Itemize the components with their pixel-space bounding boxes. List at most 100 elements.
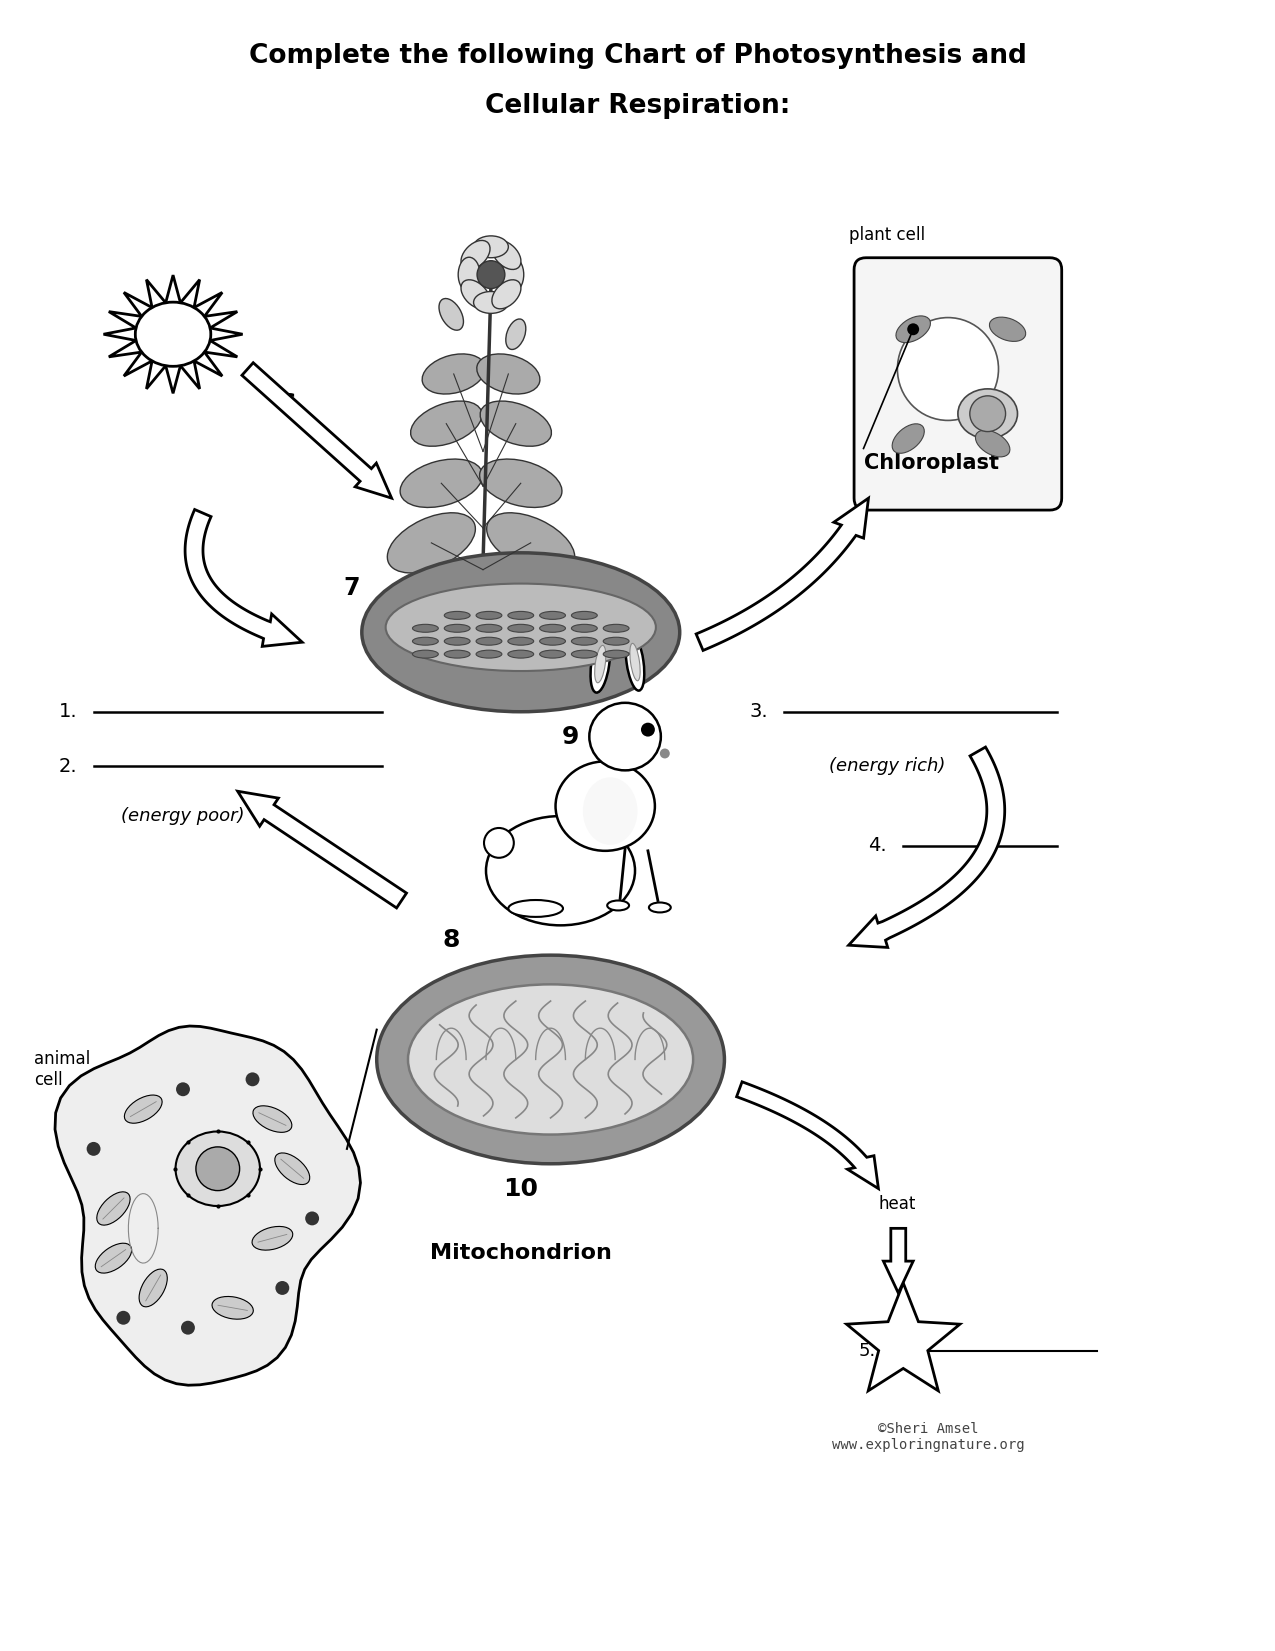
Circle shape — [176, 1083, 190, 1096]
Ellipse shape — [444, 624, 470, 632]
Ellipse shape — [539, 637, 566, 646]
Text: 10: 10 — [504, 1177, 538, 1200]
Ellipse shape — [507, 611, 534, 619]
Ellipse shape — [502, 258, 524, 292]
Polygon shape — [884, 1228, 913, 1293]
Ellipse shape — [630, 644, 640, 680]
Text: plant cell: plant cell — [849, 226, 924, 244]
Ellipse shape — [539, 624, 566, 632]
Circle shape — [477, 261, 505, 289]
Text: Mitochondrion: Mitochondrion — [430, 1243, 612, 1263]
Circle shape — [87, 1142, 101, 1156]
Ellipse shape — [507, 624, 534, 632]
Polygon shape — [185, 510, 302, 647]
Text: 1.: 1. — [59, 702, 78, 721]
Ellipse shape — [989, 317, 1025, 342]
Ellipse shape — [376, 956, 724, 1164]
Ellipse shape — [509, 900, 564, 916]
Ellipse shape — [898, 317, 998, 421]
Ellipse shape — [603, 650, 629, 659]
Ellipse shape — [400, 459, 482, 507]
Circle shape — [116, 1311, 130, 1324]
Ellipse shape — [603, 637, 629, 646]
Ellipse shape — [422, 353, 486, 395]
Circle shape — [196, 1147, 240, 1190]
Circle shape — [660, 748, 669, 758]
Polygon shape — [849, 746, 1005, 948]
Ellipse shape — [476, 637, 502, 646]
Ellipse shape — [958, 390, 1017, 439]
Text: 2.: 2. — [59, 756, 78, 776]
Ellipse shape — [462, 241, 490, 269]
FancyBboxPatch shape — [854, 258, 1062, 510]
Ellipse shape — [896, 315, 931, 343]
Ellipse shape — [139, 1270, 167, 1308]
Ellipse shape — [571, 611, 597, 619]
Ellipse shape — [413, 624, 439, 632]
Text: Cellular Respiration:: Cellular Respiration: — [484, 92, 790, 119]
Polygon shape — [237, 791, 407, 908]
Text: Complete the following Chart of Photosynthesis and: Complete the following Chart of Photosyn… — [249, 43, 1026, 69]
Ellipse shape — [539, 650, 566, 659]
Circle shape — [305, 1212, 319, 1225]
Text: 3.: 3. — [750, 702, 768, 721]
Ellipse shape — [477, 353, 539, 395]
Polygon shape — [242, 363, 391, 499]
Ellipse shape — [590, 636, 609, 693]
Ellipse shape — [589, 703, 660, 771]
Text: ©Sheri Amsel
www.exploringnature.org: ©Sheri Amsel www.exploringnature.org — [831, 1422, 1024, 1453]
Ellipse shape — [252, 1227, 293, 1250]
Ellipse shape — [571, 624, 597, 632]
Ellipse shape — [476, 650, 502, 659]
Ellipse shape — [176, 1131, 260, 1205]
Ellipse shape — [413, 650, 439, 659]
Ellipse shape — [444, 637, 470, 646]
Ellipse shape — [556, 761, 655, 850]
Ellipse shape — [649, 903, 671, 913]
Polygon shape — [737, 1081, 878, 1189]
Text: heat: heat — [878, 1195, 915, 1212]
Ellipse shape — [487, 513, 575, 573]
Text: 4.: 4. — [868, 837, 887, 855]
Ellipse shape — [125, 1095, 162, 1123]
Ellipse shape — [492, 279, 521, 309]
Ellipse shape — [389, 571, 484, 634]
Text: 5.: 5. — [858, 1342, 876, 1359]
Ellipse shape — [603, 624, 629, 632]
Ellipse shape — [444, 611, 470, 619]
Ellipse shape — [594, 646, 606, 684]
Ellipse shape — [385, 583, 655, 670]
Text: (energy rich): (energy rich) — [829, 758, 945, 776]
Ellipse shape — [478, 571, 574, 634]
Circle shape — [246, 1073, 260, 1086]
Ellipse shape — [975, 431, 1010, 457]
Ellipse shape — [96, 1243, 131, 1273]
Ellipse shape — [607, 900, 629, 910]
Text: (energy poor): (energy poor) — [121, 807, 245, 826]
Ellipse shape — [892, 424, 924, 454]
Ellipse shape — [479, 459, 562, 507]
Polygon shape — [696, 499, 868, 650]
Polygon shape — [103, 276, 242, 393]
Circle shape — [275, 1281, 289, 1294]
Circle shape — [970, 396, 1006, 431]
Ellipse shape — [571, 637, 597, 646]
Ellipse shape — [571, 650, 597, 659]
Ellipse shape — [492, 241, 521, 269]
Text: animal
cell: animal cell — [34, 1050, 91, 1088]
Ellipse shape — [583, 778, 638, 845]
Ellipse shape — [458, 258, 479, 292]
Ellipse shape — [362, 553, 680, 712]
Ellipse shape — [408, 984, 694, 1134]
Circle shape — [641, 723, 655, 736]
Ellipse shape — [444, 650, 470, 659]
Ellipse shape — [507, 650, 534, 659]
Ellipse shape — [413, 637, 439, 646]
Text: Chloroplast: Chloroplast — [863, 454, 998, 474]
Ellipse shape — [507, 637, 534, 646]
Ellipse shape — [135, 302, 210, 367]
Text: 9: 9 — [562, 725, 579, 748]
Ellipse shape — [473, 292, 509, 314]
Text: 6: 6 — [279, 391, 296, 416]
Ellipse shape — [388, 513, 476, 573]
